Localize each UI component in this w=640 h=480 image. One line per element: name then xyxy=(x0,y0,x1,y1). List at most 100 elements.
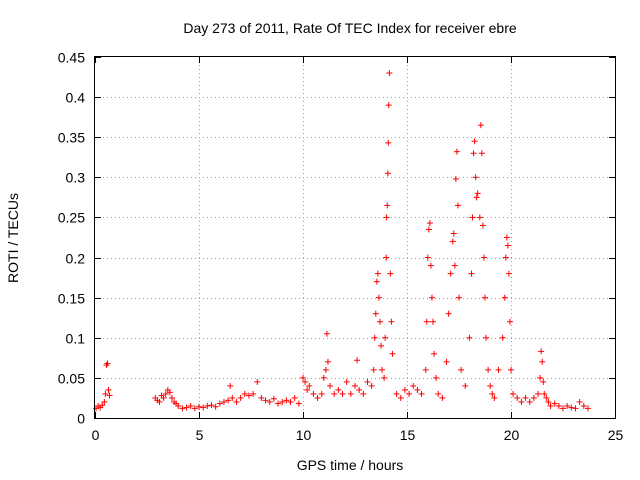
data-point xyxy=(485,366,492,373)
data-point xyxy=(445,310,452,317)
data-point xyxy=(478,150,485,157)
data-point xyxy=(418,390,425,397)
data-point xyxy=(302,378,309,385)
data-point xyxy=(101,398,108,405)
y-tick-label: 0.15 xyxy=(58,291,85,307)
data-point xyxy=(384,170,391,177)
y-tick-label: 0.4 xyxy=(66,90,86,106)
data-point xyxy=(389,350,396,357)
chart-title: Day 273 of 2011, Rate Of TEC Index for r… xyxy=(183,20,517,36)
x-tick-label: 5 xyxy=(196,427,204,443)
data-point xyxy=(220,398,227,405)
data-point xyxy=(502,254,509,261)
data-point xyxy=(572,405,579,412)
data-point xyxy=(331,390,338,397)
data-point xyxy=(545,398,552,405)
data-point xyxy=(451,262,458,269)
data-point xyxy=(383,214,390,221)
data-point xyxy=(335,386,342,393)
data-point xyxy=(225,397,232,404)
y-tick-label: 0.2 xyxy=(66,251,86,267)
data-point xyxy=(584,405,591,412)
data-point xyxy=(370,366,377,373)
data-point xyxy=(435,390,442,397)
y-tick-label: 0.25 xyxy=(58,210,85,226)
data-point xyxy=(241,390,248,397)
data-point xyxy=(105,386,112,393)
data-point xyxy=(504,242,511,249)
data-point xyxy=(212,403,219,410)
x-tick-label: 0 xyxy=(92,427,100,443)
data-point xyxy=(304,386,311,393)
data-point xyxy=(564,402,571,409)
data-point xyxy=(245,392,252,399)
data-point xyxy=(489,390,496,397)
data-point xyxy=(555,402,562,409)
data-point xyxy=(320,374,327,381)
y-tick-label: 0 xyxy=(77,411,85,427)
data-point xyxy=(387,270,394,277)
data-point xyxy=(343,378,350,385)
data-point xyxy=(474,190,481,197)
data-point xyxy=(279,398,286,405)
data-point xyxy=(476,214,483,221)
data-point xyxy=(360,390,367,397)
data-point xyxy=(314,394,321,401)
data-point xyxy=(323,330,330,337)
data-point xyxy=(518,398,525,405)
data-point xyxy=(560,405,566,412)
data-point xyxy=(450,230,457,237)
data-point xyxy=(283,397,290,404)
data-point xyxy=(430,318,436,325)
x-axis-label: GPS time / hours xyxy=(297,457,404,473)
data-point xyxy=(250,390,257,397)
data-point xyxy=(374,270,381,277)
data-point xyxy=(160,394,167,401)
data-point xyxy=(347,390,354,397)
data-point xyxy=(506,318,513,325)
data-point xyxy=(287,398,294,405)
grid-lines xyxy=(95,57,615,418)
data-point xyxy=(183,404,190,411)
data-point xyxy=(458,366,465,373)
y-axis-label: ROTI / TECUs xyxy=(5,193,21,283)
data-point xyxy=(270,395,277,402)
axis-ticks: 0 5 10 15 20 25 0 0.05 0.1 0.15 0.2 0.25 0.3 0.35 0.4 0… xyxy=(58,50,624,444)
data-point xyxy=(162,390,169,397)
data-point xyxy=(414,386,421,393)
data-point xyxy=(262,397,269,404)
data-point xyxy=(466,334,473,341)
data-point xyxy=(204,402,211,409)
data-point xyxy=(535,390,542,397)
data-point xyxy=(364,378,371,385)
data-point xyxy=(526,398,533,405)
data-point xyxy=(477,122,484,129)
data-point xyxy=(473,194,480,201)
data-point xyxy=(266,398,273,405)
data-point xyxy=(385,102,392,109)
x-tick-label: 25 xyxy=(608,427,624,443)
data-point xyxy=(99,402,106,409)
data-point xyxy=(384,202,391,209)
data-point xyxy=(462,382,469,389)
data-point xyxy=(258,394,265,401)
data-point xyxy=(373,278,380,285)
data-point xyxy=(522,394,529,401)
data-point xyxy=(447,270,454,277)
data-point xyxy=(468,270,475,277)
data-point xyxy=(433,374,440,381)
data-point xyxy=(508,366,514,373)
data-point xyxy=(229,394,236,401)
y-tick-label: 0.05 xyxy=(58,371,85,387)
data-point xyxy=(310,390,317,397)
data-point xyxy=(469,214,476,221)
data-point xyxy=(422,366,429,373)
data-point xyxy=(401,386,408,393)
data-point xyxy=(427,262,434,269)
data-point xyxy=(339,390,346,397)
data-point xyxy=(386,70,393,77)
data-point xyxy=(483,334,490,341)
data-point xyxy=(300,374,306,381)
data-point xyxy=(547,402,554,409)
data-point xyxy=(352,382,358,389)
